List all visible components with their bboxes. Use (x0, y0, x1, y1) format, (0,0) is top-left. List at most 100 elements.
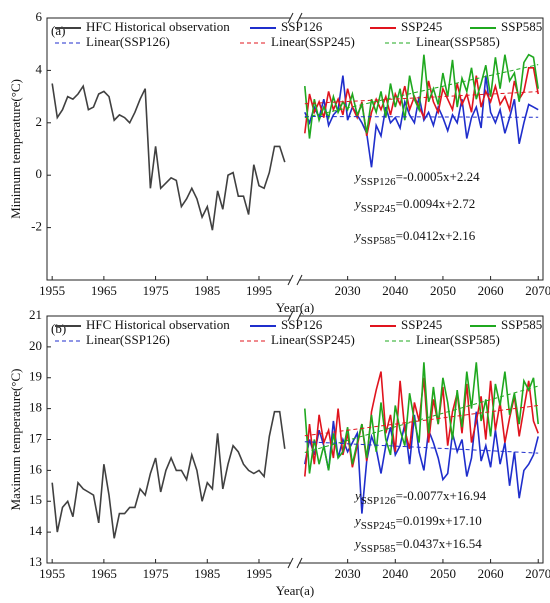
x-tick-label: 1965 (91, 566, 117, 581)
x-tick-label: 2040 (382, 566, 408, 581)
axis-break-gap (291, 277, 299, 283)
equation: ySSP245=0.0199x+17.10 (353, 513, 482, 532)
x-tick-label: 1955 (39, 283, 65, 298)
equation-rhs: =0.0437x+16.54 (396, 536, 483, 551)
y-tick-label: 4 (36, 61, 43, 76)
axis-break-mark (296, 310, 303, 322)
equation-y: y (353, 196, 361, 211)
panel-label: (a) (51, 23, 65, 38)
axis-break-mark (296, 557, 303, 569)
x-tick-label: 1975 (143, 283, 169, 298)
y-tick-label: -2 (31, 219, 42, 234)
equation: ySSP245=0.0094x+2.72 (353, 196, 475, 215)
y-tick-label: 2 (36, 114, 43, 129)
series-line (304, 411, 539, 514)
equation: ySSP585=0.0437x+16.54 (353, 536, 482, 555)
series-line (304, 67, 539, 137)
y-tick-label: 17 (29, 430, 43, 445)
legend-label: SSP585 (501, 317, 542, 332)
trend-line (304, 405, 539, 437)
x-axis-label: Year(a) (276, 583, 314, 598)
x-tick-label: 1955 (39, 566, 65, 581)
trend-line (304, 441, 539, 454)
x-tick-label: 2050 (430, 566, 456, 581)
equation-rhs: =0.0094x+2.72 (396, 196, 476, 211)
legend-label: Linear(SSP585) (416, 332, 500, 347)
equation-y: y (353, 513, 361, 528)
equation: ySSP585=0.0412x+2.16 (353, 228, 476, 247)
series-line (304, 53, 539, 139)
series-line (51, 410, 286, 539)
axis-break-mark (287, 557, 294, 569)
equation-sub: SSP126 (361, 176, 396, 188)
equation-rhs: =0.0199x+17.10 (396, 513, 482, 528)
axis-break-gap (291, 15, 299, 21)
legend-label: HFC Historical observation (86, 317, 230, 332)
equation-sub: SSP585 (361, 543, 396, 555)
legend-label: Linear(SSP245) (271, 34, 355, 49)
y-tick-label: 18 (29, 400, 42, 415)
equation-rhs: =-0.0077x+16.94 (396, 488, 487, 503)
trend-line (304, 116, 539, 118)
axis-break-mark (296, 12, 303, 24)
trend-line (304, 64, 539, 119)
x-tick-label: 2030 (335, 283, 361, 298)
equation-y: y (353, 488, 361, 503)
equation-sub: SSP585 (361, 235, 396, 247)
legend-label: Linear(SSP126) (86, 34, 170, 49)
x-tick-label: 2060 (478, 566, 504, 581)
y-tick-label: 20 (29, 338, 42, 353)
equation: ySSP126=-0.0005x+2.24 (353, 169, 480, 188)
legend-label: Linear(SSP585) (416, 34, 500, 49)
equation-sub: SSP126 (361, 495, 396, 507)
x-tick-label: 1965 (91, 283, 117, 298)
legend-label: Linear(SSP245) (271, 332, 355, 347)
legend-label: HFC Historical observation (86, 19, 230, 34)
legend-label: SSP126 (281, 19, 323, 34)
y-tick-label: 0 (36, 166, 43, 181)
x-tick-label: 2050 (430, 283, 456, 298)
equation-sub: SSP245 (361, 203, 396, 215)
legend-label: Linear(SSP126) (86, 332, 170, 347)
y-axis-label: Maximum temperature(°C) (8, 368, 23, 510)
equation-y: y (353, 228, 361, 243)
equation-rhs: =-0.0005x+2.24 (396, 169, 480, 184)
legend-label: SSP585 (501, 19, 542, 34)
x-tick-label: 2070 (525, 566, 550, 581)
x-tick-label: 1995 (246, 283, 272, 298)
y-tick-label: 16 (29, 461, 43, 476)
axis-break-mark (287, 274, 294, 286)
series-line (304, 75, 539, 168)
y-axis-label: Minimum temperature(°C) (8, 79, 23, 219)
x-tick-label: 2060 (478, 283, 504, 298)
y-tick-label: 14 (29, 523, 43, 538)
y-tick-label: 15 (29, 492, 42, 507)
x-tick-label: 1985 (194, 283, 220, 298)
trend-line (304, 91, 539, 105)
legend-label: SSP245 (401, 19, 442, 34)
y-tick-label: 21 (29, 307, 42, 322)
axis-break-gap (291, 560, 299, 566)
x-tick-label: 2040 (382, 283, 408, 298)
x-axis-label: Year(a) (276, 300, 314, 315)
x-tick-label: 2070 (525, 283, 550, 298)
legend-label: SSP245 (401, 317, 442, 332)
axis-break-mark (287, 310, 294, 322)
y-tick-label: 19 (29, 369, 42, 384)
panel-label: (b) (51, 321, 66, 336)
equation: ySSP126=-0.0077x+16.94 (353, 488, 487, 507)
trend-line (304, 385, 539, 453)
y-tick-label: 13 (29, 554, 42, 569)
equation-y: y (353, 536, 361, 551)
x-tick-label: 1985 (194, 566, 220, 581)
x-tick-label: 1995 (246, 566, 272, 581)
y-tick-label: 6 (36, 9, 43, 24)
x-tick-label: 2030 (335, 566, 361, 581)
axis-break-mark (296, 274, 303, 286)
series-line (304, 362, 539, 474)
axis-break-mark (287, 12, 294, 24)
axis-break-gap (291, 313, 299, 319)
series-line (51, 83, 286, 231)
equation-sub: SSP245 (361, 520, 396, 532)
